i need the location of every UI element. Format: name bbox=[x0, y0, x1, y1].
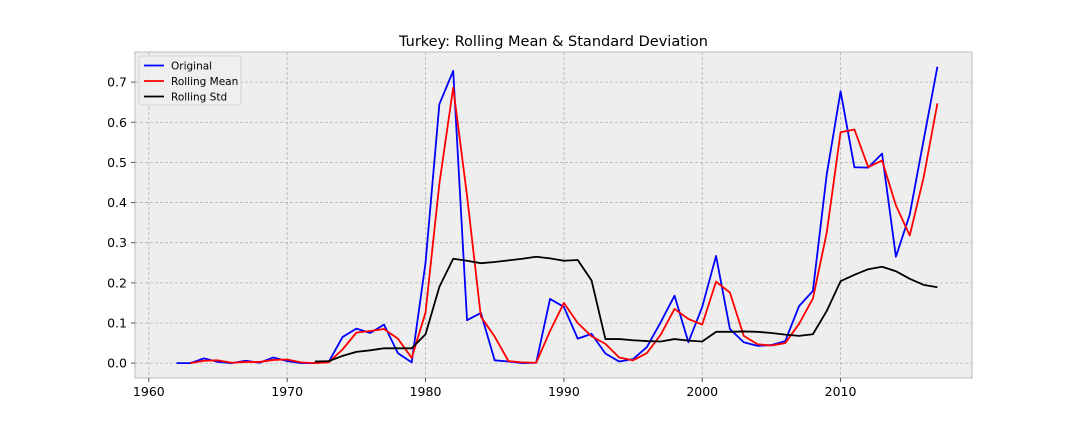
legend-label-rolling-std: Rolling Std bbox=[171, 91, 227, 103]
series-layer bbox=[176, 66, 939, 365]
series-line-rolling-std bbox=[314, 255, 938, 363]
chart-title: Turkey: Rolling Mean & Standard Deviatio… bbox=[398, 34, 708, 50]
y-tick-label: 0.3 bbox=[107, 235, 127, 250]
legend-box bbox=[138, 55, 242, 106]
y-tick-label: 0.6 bbox=[107, 115, 127, 130]
x-tick-label: 2000 bbox=[686, 384, 718, 399]
y-tick-label: 0.0 bbox=[107, 356, 127, 371]
x-tick-label: 1990 bbox=[548, 384, 580, 399]
legend-label-rolling-mean: Rolling Mean bbox=[171, 76, 238, 88]
legend: Original Rolling Mean Rolling Std bbox=[138, 55, 242, 106]
y-tick-label: 0.1 bbox=[107, 315, 127, 330]
x-axis: 1960 1970 1980 1990 2000 2010 bbox=[133, 378, 857, 399]
legend-label-original: Original bbox=[171, 60, 212, 72]
y-axis: 0.0 0.1 0.2 0.3 0.4 0.5 0.6 0.7 bbox=[107, 75, 135, 371]
x-tick-label: 1980 bbox=[410, 384, 442, 399]
y-tick-label: 0.7 bbox=[107, 75, 127, 90]
y-tick-label: 0.4 bbox=[107, 195, 127, 210]
series-line-rolling-mean bbox=[190, 86, 939, 365]
grid bbox=[135, 52, 972, 378]
x-tick-label: 1970 bbox=[271, 384, 303, 399]
x-tick-label: 1960 bbox=[133, 384, 165, 399]
y-tick-label: 0.5 bbox=[107, 155, 127, 170]
y-tick-label: 0.2 bbox=[107, 275, 127, 290]
x-tick-label: 2010 bbox=[825, 384, 857, 399]
plot-area bbox=[134, 51, 973, 379]
